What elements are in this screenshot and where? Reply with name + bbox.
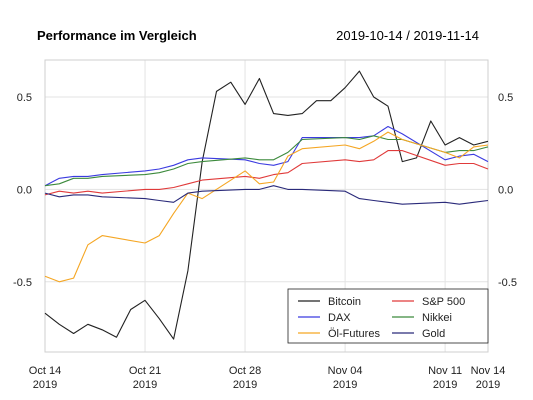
x-tick-label: Oct 21: [129, 365, 161, 377]
y-tick-label-right: 0.5: [498, 92, 513, 104]
plot-frame: [44, 59, 489, 353]
axis-ticks: Oct 14 2019 Oct 21 2019 Oct 28 2019 Nov 04 2019…: [13, 92, 517, 391]
y-tick-label-right: -0.5: [498, 277, 517, 289]
x-tick-year: 2019: [433, 379, 457, 391]
series-line--l-futures: [44, 131, 489, 283]
series-line-bitcoin: [44, 70, 489, 340]
x-tick-year: 2019: [33, 379, 57, 391]
x-tick-label: Nov 11: [428, 365, 462, 377]
legend-box: [287, 288, 489, 344]
x-tick-label: Oct 28: [229, 365, 261, 377]
x-tick-label: Nov 14: [471, 365, 506, 377]
y-tick-label-left: 0.5: [17, 92, 32, 104]
legend-label-nikkei: Nikkei: [422, 312, 452, 324]
series-line-dax: [44, 125, 489, 187]
x-tick-year: 2019: [133, 379, 157, 391]
y-tick-label-right: 0.0: [498, 184, 513, 196]
legend-label-dax: DAX: [328, 312, 351, 324]
date-range-label: 2019-10-14 / 2019-11-14: [336, 28, 479, 43]
x-tick-year: 2019: [476, 379, 500, 391]
chart-title: Performance im Vergleich: [37, 28, 197, 43]
legend-label-s-p-500: S&P 500: [422, 296, 465, 308]
legend-label-gold: Gold: [422, 328, 445, 340]
series-line-s-p-500: [44, 150, 489, 196]
y-tick-label-left: 0.0: [17, 184, 32, 196]
x-tick-label: Oct 14: [29, 365, 61, 377]
x-tick-label: Nov 04: [328, 365, 363, 377]
series-line-gold: [44, 185, 489, 205]
series-line-nikkei: [44, 135, 489, 187]
y-tick-label-left: -0.5: [13, 277, 32, 289]
legend: Bitcoin S&P 500 DAX Nikkei Öl-Futures Gold: [287, 288, 489, 344]
legend-label--l-futures: Öl-Futures: [328, 328, 380, 340]
legend-label-bitcoin: Bitcoin: [328, 296, 361, 308]
series-lines: [44, 70, 489, 340]
x-tick-year: 2019: [333, 379, 357, 391]
x-tick-year: 2019: [233, 379, 257, 391]
